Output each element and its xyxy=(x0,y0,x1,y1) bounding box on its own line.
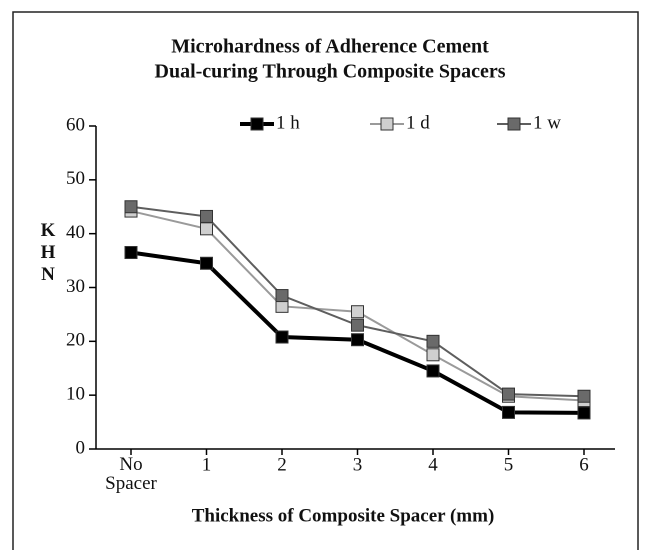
marker xyxy=(124,200,138,214)
series-line xyxy=(130,250,585,415)
x-tick-label: 2 xyxy=(277,454,287,475)
marker xyxy=(351,333,364,347)
series-line xyxy=(130,205,585,398)
chart-title: Dual-curing Through Composite Spacers xyxy=(155,61,506,83)
marker xyxy=(200,209,213,223)
y-tick-label: 20 xyxy=(66,330,85,351)
marker xyxy=(124,246,138,260)
marker xyxy=(502,405,515,419)
x-tick-label: 6 xyxy=(579,454,589,475)
marker xyxy=(351,305,364,319)
y-tick-label: 50 xyxy=(66,168,85,189)
x-tick-label: 4 xyxy=(428,454,438,475)
y-tick-label: 60 xyxy=(66,114,85,135)
y-tick-label: 0 xyxy=(76,437,86,458)
marker xyxy=(275,299,289,313)
marker xyxy=(577,389,591,403)
marker xyxy=(502,387,515,401)
legend-marker xyxy=(507,117,521,131)
x-tick-label: 5 xyxy=(504,454,514,475)
y-tick-label: 40 xyxy=(66,222,85,243)
marker xyxy=(426,334,440,348)
marker xyxy=(426,348,440,362)
marker xyxy=(200,256,213,270)
marker xyxy=(426,364,440,378)
x-axis-label: Thickness of Composite Spacer (mm) xyxy=(192,505,495,526)
x-tick-label: No Spacer xyxy=(105,454,157,494)
legend-label: 1 d xyxy=(406,112,430,133)
marker xyxy=(275,330,289,344)
x-tick-label: 3 xyxy=(353,454,363,475)
y-tick-label: 10 xyxy=(66,384,85,405)
marker xyxy=(275,289,289,303)
frame xyxy=(12,11,639,550)
marker xyxy=(200,222,213,236)
y-tick-label: 30 xyxy=(66,276,85,297)
legend-marker xyxy=(380,117,394,131)
legend-marker xyxy=(250,117,264,131)
chart-title: Microhardness of Adherence Cement xyxy=(171,36,489,58)
x-tick-label: 1 xyxy=(202,454,212,475)
legend-label: 1 w xyxy=(533,112,561,133)
marker xyxy=(351,318,364,332)
marker xyxy=(577,406,591,420)
legend-label: 1 h xyxy=(276,112,300,133)
